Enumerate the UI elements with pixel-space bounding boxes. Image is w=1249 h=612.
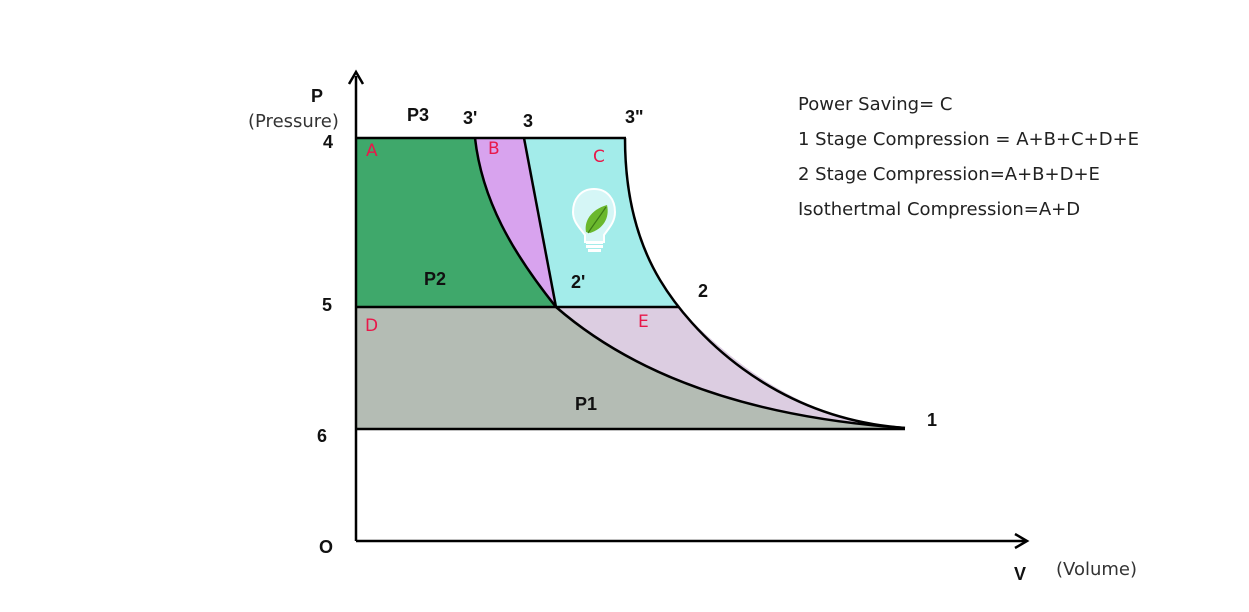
lightbulb-leaf-icon — [571, 187, 617, 252]
work-legend: Power Saving= C 1 Stage Compression = A+… — [798, 92, 1238, 232]
legend-isothermal: Isothertmal Compression=A+D — [798, 199, 1081, 220]
region-b-fill — [475, 138, 556, 307]
point-label-2: 2 — [698, 281, 708, 301]
region-label-d: D — [365, 316, 378, 336]
region-e-fill — [556, 307, 905, 428]
point-label-3-double-prime: 3" — [625, 107, 644, 127]
point-label-3: 3 — [523, 111, 533, 131]
region-a-fill — [357, 138, 556, 307]
region-label-e: E — [638, 312, 649, 332]
pressure-label-p1: P1 — [575, 394, 597, 414]
isothermal-curve-1-to-3p — [473, 137, 906, 430]
region-label-b: B — [488, 139, 500, 159]
adiabatic-curve-2p-to-3 — [522, 137, 558, 308]
y-axis-letter: P — [311, 86, 323, 106]
region-label-c: C — [593, 147, 605, 167]
legend-one-stage: 1 Stage Compression = A+B+C+D+E — [798, 129, 1140, 150]
process-lines — [356, 136, 906, 431]
legend-two-stage: 2 Stage Compression=A+B+D+E — [798, 164, 1100, 185]
region-d-fill — [357, 307, 905, 430]
region-label-a: A — [366, 141, 378, 161]
x-axis-letter: V — [1014, 564, 1026, 584]
y-axis-label: (Pressure) — [248, 111, 339, 132]
x-axis-arrowhead — [1014, 532, 1030, 550]
axes — [347, 69, 1030, 550]
pressure-label-p2: P2 — [424, 269, 446, 289]
level-label-4: 4 — [323, 132, 333, 152]
level-label-6: 6 — [317, 426, 327, 446]
pressure-label-p3: P3 — [407, 105, 429, 125]
point-label-1: 1 — [927, 410, 937, 430]
y-axis-arrowhead — [347, 69, 365, 85]
legend-power-saving: Power Saving= C — [798, 94, 953, 115]
origin-label: O — [319, 537, 333, 557]
point-label-3-prime: 3' — [463, 108, 477, 128]
point-label-2-prime: 2' — [571, 272, 585, 292]
level-label-5: 5 — [322, 295, 332, 315]
adiabatic-curve-1-to-3dp — [623, 137, 906, 430]
x-axis-label: (Volume) — [1056, 559, 1137, 580]
